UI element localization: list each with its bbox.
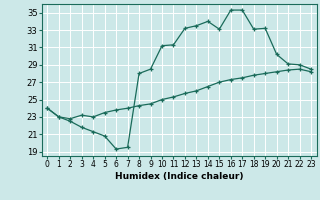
X-axis label: Humidex (Indice chaleur): Humidex (Indice chaleur) — [115, 172, 244, 181]
